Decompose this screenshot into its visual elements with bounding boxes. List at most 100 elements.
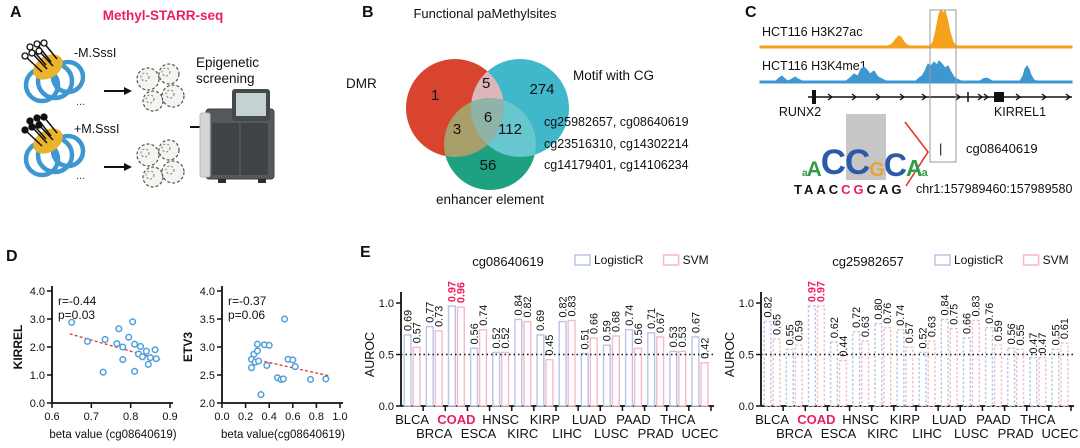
bar-value-label: 0.75 [949,304,961,325]
bar-logisticr [536,334,545,407]
ellipsis: ... [76,96,85,108]
bar-logisticr [669,350,678,407]
bar-value-label: 0.83 [971,295,983,316]
bar-value-label: 0.52 [917,327,929,348]
bar-logisticr [852,331,861,407]
panel-c: C HCT116 H3K27ac HCT116 H3K4me1 [720,0,1080,235]
category-label: KIRC [507,426,538,441]
bar-value-label: 0.44 [838,336,850,357]
category-label: HNSC [842,412,879,427]
bar-logisticr [874,322,883,407]
panel-d: D 0.0 1.0 2.0 3.0 4.0 0.6 0.7 0.8 0.9 KIRREL beta … [0,240,358,448]
bar-value-label: 0.63 [860,316,872,337]
category-label: PAAD [976,412,1010,427]
cells-icon [136,139,185,188]
bar-value-label: 0.67 [655,312,667,333]
bar-logisticr [1051,348,1060,407]
bar-value-label: 0.53 [677,326,689,347]
data-point [257,391,265,399]
category-label: KIRC [867,426,898,441]
gene-label-runx2: RUNX2 [779,105,821,119]
bar-svm [927,340,936,407]
bar-logisticr [962,337,971,407]
bar-svm [633,347,643,407]
panel-b: B Functional paMethylsites 1 5 274 6 3 1… [330,0,725,235]
category-label: PRAD [998,426,1034,441]
venn-set-label-dmr: DMR [346,76,377,91]
data-point [322,375,330,383]
h3k4me1-signal [759,60,1073,84]
x-tick-label: 1.0 [332,411,347,423]
h3k27ac-signal [759,9,1073,49]
category-label: BRCA [776,426,812,441]
category-label: PAAD [616,412,650,427]
genomic-coordinates: chr1:157989460:157989580 [916,182,1072,196]
data-point [115,325,123,333]
category-label: LIHC [912,426,942,441]
scatter-kirrel: 0.0 1.0 2.0 3.0 4.0 0.6 0.7 0.8 0.9 KIRREL beta va… [12,286,178,441]
bar-svm [478,329,488,407]
plus-msssi-label: +M.SssI [74,122,120,136]
category-label: LUAD [932,412,967,427]
trend-line [69,333,161,361]
data-point [255,357,263,365]
bar-svm [838,359,848,407]
category-label: LUAD [572,412,607,427]
category-label: PRAD [638,426,674,441]
panel-a: A Methyl-STARR-seq ... -M.Sss [0,0,330,240]
data-point [265,341,273,349]
bar-value-label: 0.76 [882,303,894,324]
y-tick-label: 1.0 [30,370,45,382]
bar-value-label: 0.71 [646,308,658,329]
genome-browser-tracks: HCT116 H3K27ac HCT116 H3K4me1 [759,9,1073,196]
methyl-starr-seq-diagram: ... -M.SssI ... [21,39,275,188]
bar-value-label: 0.74 [624,305,636,326]
data-point [280,315,289,323]
category-label: HNSC [482,412,519,427]
bar-logisticr [691,336,700,407]
panel-c-label: C [745,4,757,21]
bar-value-label: 0.69 [402,310,414,331]
bar-svm [816,305,825,407]
logo-letter: a [921,166,928,179]
bar-logisticr [647,332,656,407]
bar-svm [794,344,803,407]
bar-value-label: 0.52 [500,327,512,348]
bar-value-label: 0.97 [447,281,459,302]
bar-svm [589,337,598,407]
bar-value-label: 0.55 [1015,324,1027,345]
y-axis-title: AUROC [723,332,737,377]
bar-value-label: 0.62 [829,317,841,338]
data-point [119,343,127,351]
data-point [129,318,137,326]
y-tick-label: 4.0 [30,286,45,298]
bar-logisticr [984,327,994,407]
logo-letter: C [883,146,907,183]
logo-letter: A [806,157,822,181]
panel-a-label: A [10,4,22,21]
correlation-annotation: r=-0.37 [228,294,267,308]
category-label: KIRP [890,412,920,427]
chart-title: cg25982657 [832,254,904,269]
seq-prefix: TAAC [794,182,842,197]
x-tick-label: 0.8 [123,411,138,423]
bar-logisticr [602,344,611,407]
bar-svm [434,330,443,407]
x-tick-label: 0.6 [44,411,59,423]
bar-logisticr [558,320,567,407]
bar-value-label: 0.67 [690,312,702,333]
logo-letter: C [845,143,870,183]
venn-count-enh-only: 56 [480,157,497,174]
bar-value-label: 0.65 [771,314,783,335]
chart-title: cg08640619 [472,254,544,269]
bar-logisticr [492,351,501,407]
bar-value-label: 0.63 [926,316,938,337]
bar-svm [545,358,554,407]
bar-svm [883,327,892,407]
auroc-chart-cg08640619: cg08640619 LogisticR SVM 0.0 0.5 1.0 AUROC 0.69… [363,253,718,441]
bar-svm [993,344,1003,407]
bar-logisticr [403,334,412,407]
venn-diagram: 1 5 274 6 3 112 56 DMR Motif with CG enh… [346,59,654,207]
bar-logisticr [940,318,949,407]
